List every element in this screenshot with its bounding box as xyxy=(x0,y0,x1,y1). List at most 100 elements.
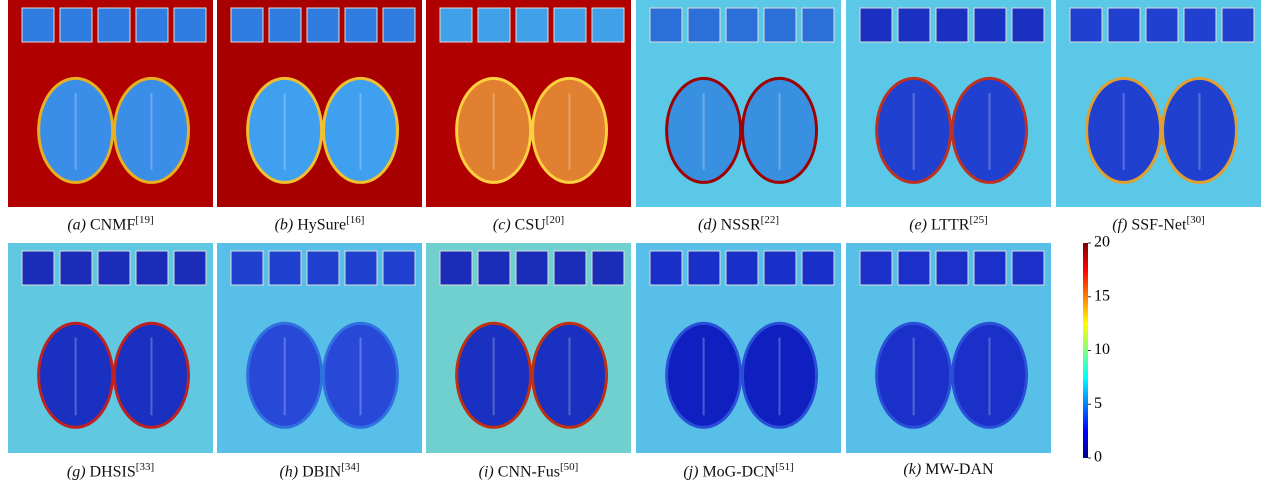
color-checker-patch xyxy=(1108,8,1140,42)
color-checker-patch xyxy=(592,251,624,285)
color-checker-patch xyxy=(1184,8,1216,42)
result-image xyxy=(8,243,213,453)
color-checker-patch xyxy=(802,8,834,42)
caption-letter: (i) xyxy=(479,463,494,480)
result-image xyxy=(426,0,631,207)
color-checker-patch xyxy=(269,8,301,42)
caption-ref: [50] xyxy=(560,461,578,473)
figure: 05101520 (a) CNMF[19](b) HySure[16](c) C… xyxy=(0,0,1261,485)
color-checker-patch xyxy=(726,8,758,42)
color-checker-patch xyxy=(231,8,263,42)
caption-method: CNN-Fus xyxy=(498,463,560,480)
color-checker-patch xyxy=(345,251,377,285)
figure-graphics: 0 5 10 15 20 xyxy=(0,0,1261,485)
caption: (c) CSU[20] xyxy=(424,214,634,234)
result-image xyxy=(846,0,1051,207)
caption-method: SSF-Net xyxy=(1131,216,1186,233)
caption-method: MoG-DCN xyxy=(702,463,775,480)
color-checker-patch xyxy=(860,251,892,285)
color-checker-patch xyxy=(60,8,92,42)
color-checker-patch xyxy=(440,8,472,42)
color-checker-patch xyxy=(1070,8,1102,42)
caption: (j) MoG-DCN[51] xyxy=(634,461,844,481)
color-checker-patch xyxy=(307,251,339,285)
caption: (d) NSSR[22] xyxy=(634,214,844,234)
caption: (a) CNMF[19] xyxy=(6,214,216,234)
color-checker-patch xyxy=(60,251,92,285)
color-checker-patch xyxy=(860,8,892,42)
caption-ref: [20] xyxy=(546,214,564,226)
caption-method: DHSIS xyxy=(90,463,136,480)
caption-method: MW-DAN xyxy=(925,461,993,478)
caption-letter: (d) xyxy=(698,216,717,233)
color-checker-patch xyxy=(592,8,624,42)
color-checker-patch xyxy=(478,8,510,42)
color-checker-patch xyxy=(726,251,758,285)
caption: (f) SSF-Net[30] xyxy=(1054,214,1261,234)
color-checker-patch xyxy=(174,8,206,42)
color-checker-patch xyxy=(898,8,930,42)
color-checker-patch xyxy=(936,8,968,42)
caption-method: LTTR xyxy=(931,216,970,233)
caption: (i) CNN-Fus[50] xyxy=(424,461,634,481)
caption-letter: (k) xyxy=(903,461,921,478)
caption-letter: (b) xyxy=(275,216,294,233)
caption: (e) LTTR[25] xyxy=(844,214,1054,234)
result-image xyxy=(217,243,422,453)
caption-letter: (g) xyxy=(67,463,86,480)
color-checker-patch xyxy=(688,251,720,285)
color-checker-patch xyxy=(974,251,1006,285)
colorbar-tick-label: 20 xyxy=(1094,234,1110,251)
color-checker-patch xyxy=(516,251,548,285)
color-checker-patch xyxy=(898,251,930,285)
caption-ref: [19] xyxy=(135,214,153,226)
color-checker-patch xyxy=(764,8,796,42)
color-checker-patch xyxy=(688,8,720,42)
caption-ref: [51] xyxy=(775,461,793,473)
colorbar xyxy=(1083,243,1088,458)
color-checker-patch xyxy=(22,251,54,285)
caption-method: HySure xyxy=(297,216,346,233)
color-checker-patch xyxy=(22,8,54,42)
color-checker-patch xyxy=(974,8,1006,42)
caption-ref: [16] xyxy=(346,214,364,226)
color-checker-patch xyxy=(802,251,834,285)
caption-method: CNMF xyxy=(90,216,135,233)
color-checker-patch xyxy=(440,251,472,285)
caption-letter: (j) xyxy=(683,463,698,480)
color-checker-patch xyxy=(764,251,796,285)
result-image xyxy=(636,0,841,207)
caption: (h) DBIN[34] xyxy=(215,461,425,481)
caption: (b) HySure[16] xyxy=(215,214,425,234)
caption-letter: (e) xyxy=(909,216,927,233)
color-checker-patch xyxy=(174,251,206,285)
result-image xyxy=(846,243,1051,453)
color-checker-patch xyxy=(231,251,263,285)
color-checker-patch xyxy=(554,8,586,42)
result-image xyxy=(8,0,213,207)
result-image xyxy=(217,0,422,207)
color-checker-patch xyxy=(1222,8,1254,42)
colorbar-tick-label: 10 xyxy=(1094,341,1110,358)
caption: (g) DHSIS[33] xyxy=(6,461,216,481)
caption-letter: (f) xyxy=(1112,216,1127,233)
color-checker-patch xyxy=(478,251,510,285)
caption-ref: [33] xyxy=(136,461,154,473)
result-image xyxy=(1056,0,1261,207)
color-checker-patch xyxy=(1012,251,1044,285)
color-checker-patch xyxy=(936,251,968,285)
colorbar-tick-label: 15 xyxy=(1094,287,1110,304)
caption-method: NSSR xyxy=(721,216,761,233)
caption-ref: [22] xyxy=(761,214,779,226)
colorbar-tick-label: 5 xyxy=(1094,395,1102,412)
result-image xyxy=(426,243,631,453)
color-checker-patch xyxy=(307,8,339,42)
color-checker-patch xyxy=(383,8,415,42)
color-checker-patch xyxy=(98,251,130,285)
color-checker-patch xyxy=(98,8,130,42)
caption: (k) MW-DAN xyxy=(844,461,1054,479)
color-checker-patch xyxy=(136,251,168,285)
colorbar-tick-label: 0 xyxy=(1094,449,1102,466)
result-image xyxy=(636,243,841,453)
caption-ref: [25] xyxy=(969,214,987,226)
